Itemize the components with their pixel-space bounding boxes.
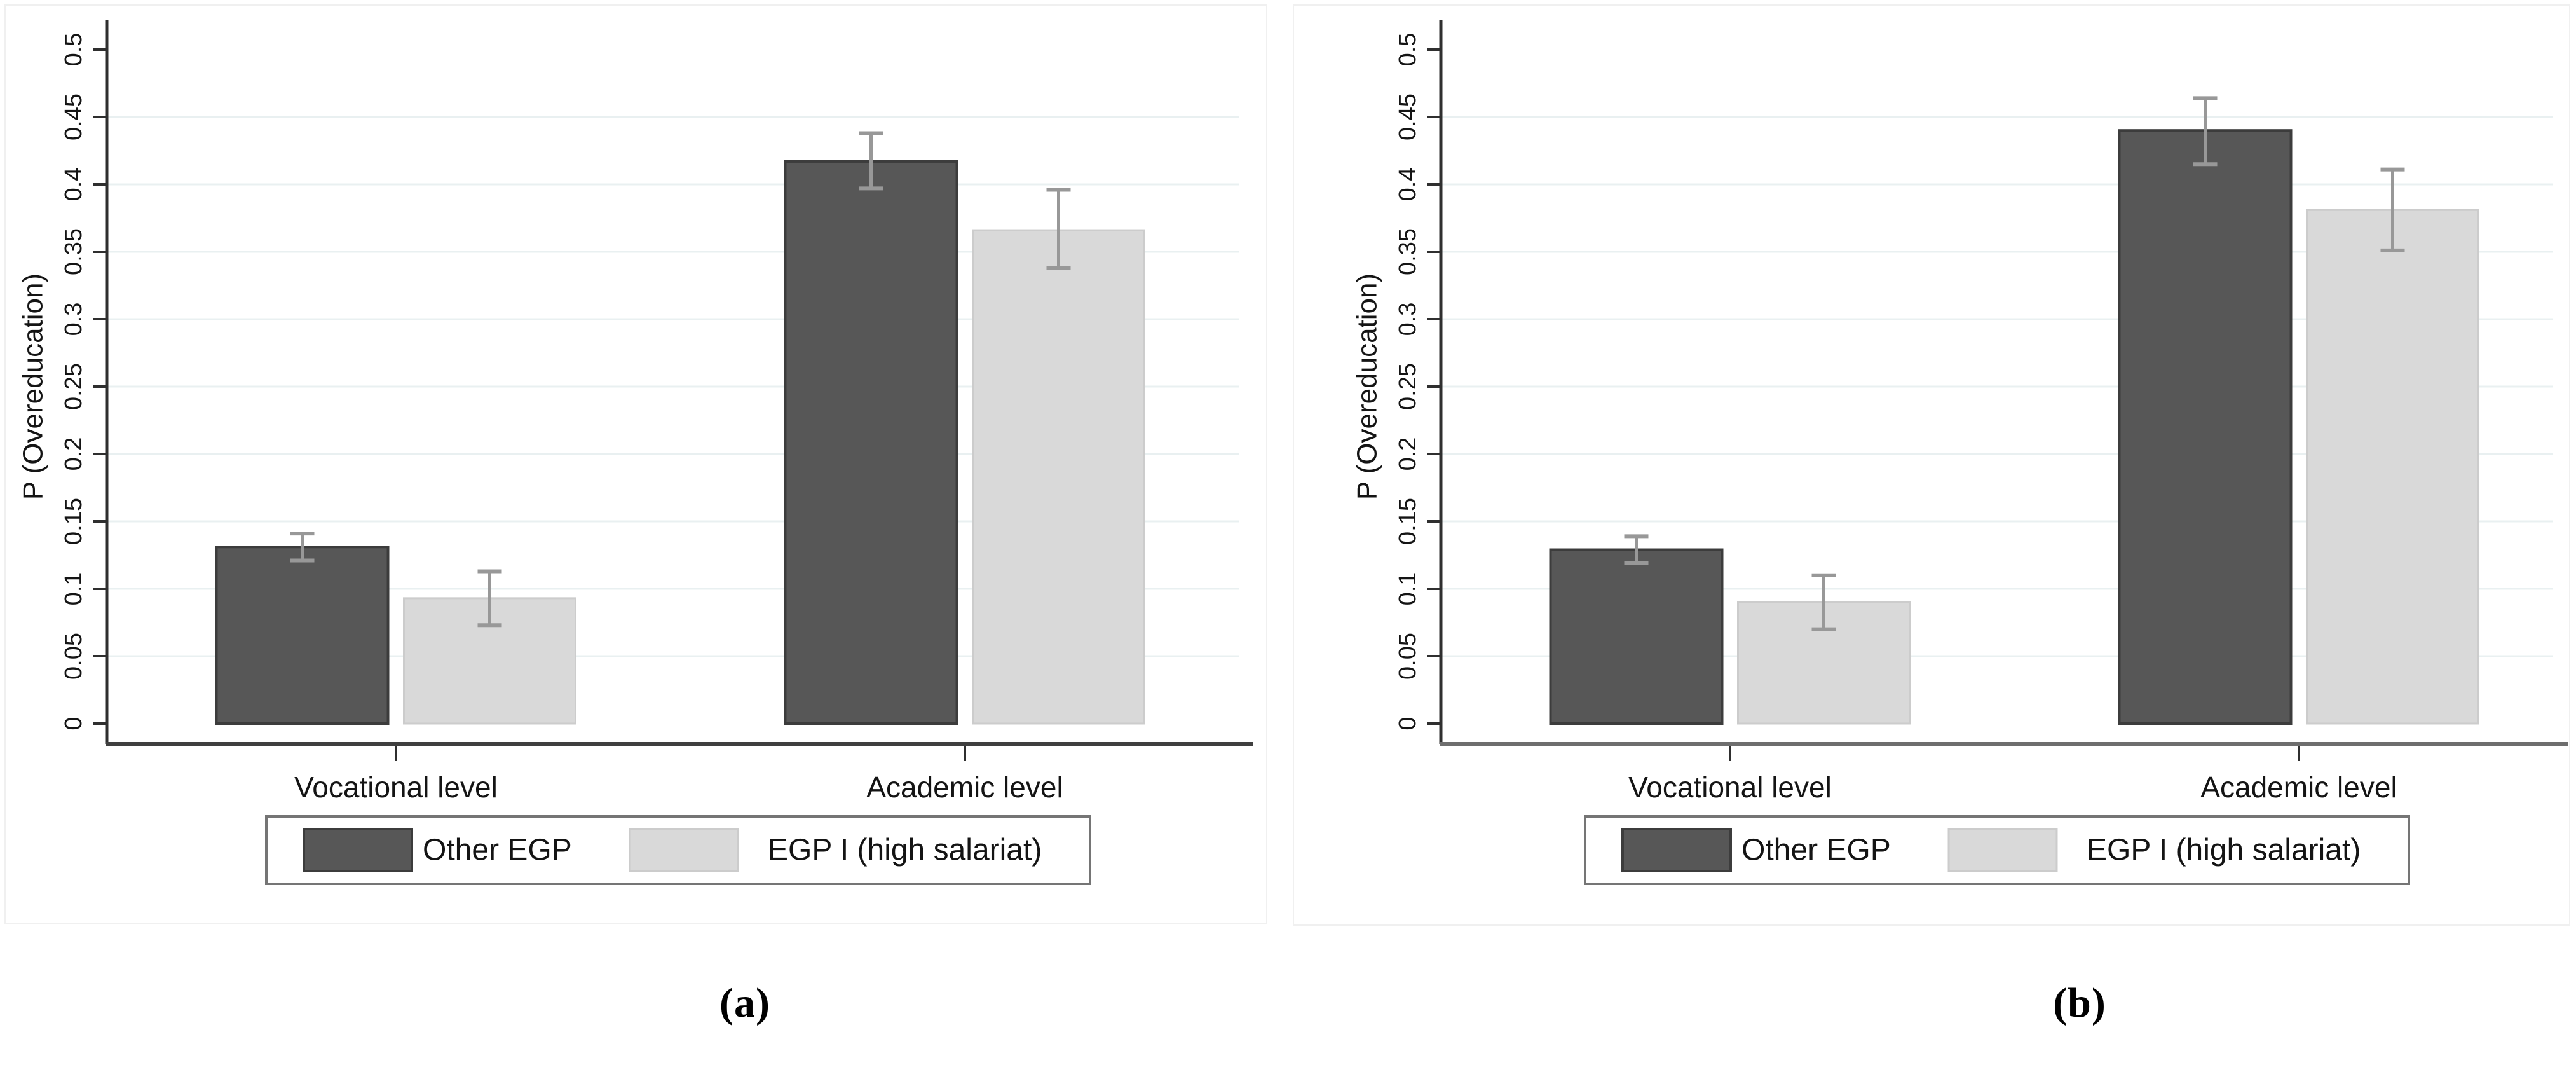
legend-swatch-other-egp [1621, 828, 1732, 872]
y-tick-label: 0.1 [1394, 572, 1421, 606]
error-bar [477, 569, 502, 628]
legend-swatch-other-egp [303, 828, 413, 872]
legend-label-egp-i: EGP I (high salariat) [768, 834, 1042, 867]
y-tick-label: 0.15 [1394, 498, 1421, 545]
bar-other-egp-academic [2118, 129, 2293, 725]
category-label-academic: Academic level [866, 771, 1063, 804]
y-tick-label: 0 [1394, 717, 1421, 730]
y-axis-title: P (Overeducation) [18, 273, 49, 500]
y-tick-label: 0.1 [60, 572, 87, 606]
y-tick-label: 0.45 [60, 93, 87, 141]
legend-swatch-egp-i [629, 828, 739, 872]
panel-b-caption: (b) [2053, 980, 2106, 1026]
panel-a-caption: (a) [719, 980, 770, 1026]
category-label-vocational: Vocational level [294, 771, 498, 804]
y-tick-label: 0.15 [60, 498, 87, 545]
bar-other-egp-vocational [1549, 548, 1724, 725]
y-tick-label: 0.05 [60, 633, 87, 680]
y-tick-label: 0.5 [60, 33, 87, 67]
error-bar [859, 131, 883, 191]
error-bar [1046, 188, 1071, 270]
y-tick-label: 0.25 [1394, 363, 1421, 410]
bar-other-egp-academic [784, 160, 958, 725]
y-tick-label: 0.2 [60, 437, 87, 471]
bar-chart-b: 0 0.05 0.1 0.15 0.2 0.25 0.3 0.35 0.4 0.45 0.5 P (O… [1293, 4, 2570, 926]
error-bar [290, 532, 315, 563]
y-tick-label: 0.3 [60, 303, 87, 336]
y-tick-label: 0.4 [1394, 168, 1421, 202]
y-tick-label: 0.3 [1394, 303, 1421, 336]
panel-b: 0 0.05 0.1 0.15 0.2 0.25 0.3 0.35 0.4 0.45 0.5 P (O… [1288, 0, 2576, 1072]
graph-region-border [4, 4, 1267, 924]
legend-swatch-egp-i [1947, 828, 2058, 872]
y-tick-label: 0.05 [1394, 633, 1421, 680]
y-tick-label: 0.35 [1394, 228, 1421, 275]
category-label-academic: Academic level [2200, 771, 2397, 804]
graph-region-border [1293, 4, 2570, 926]
legend-label-other-egp: Other EGP [1741, 834, 1891, 867]
error-bar [1811, 573, 1836, 631]
bar-other-egp-vocational [215, 546, 390, 725]
y-tick-label: 0 [60, 717, 87, 730]
panel-a: 0 0.05 0.1 0.15 0.2 0.25 0.3 0.35 0.4 0.45 0.5 P (O… [4, 4, 1267, 1026]
error-bar [2380, 167, 2405, 252]
bar-egp-i-academic [2306, 209, 2479, 725]
y-tick-label: 0.35 [60, 228, 87, 275]
y-tick-label: 0.4 [60, 168, 87, 202]
error-bar [2193, 96, 2218, 167]
y-tick-label: 0.2 [1394, 437, 1421, 471]
bar-chart-a: 0 0.05 0.1 0.15 0.2 0.25 0.3 0.35 0.4 0.45 0.5 P (O… [4, 4, 1267, 924]
y-axis-title: P (Overeducation) [1352, 273, 1383, 500]
y-tick-label: 0.45 [1394, 93, 1421, 141]
error-bar [1624, 534, 1649, 565]
category-label-vocational: Vocational level [1628, 771, 1832, 804]
legend-label-egp-i: EGP I (high salariat) [2087, 834, 2361, 867]
legend-label-other-egp: Other EGP [423, 834, 572, 867]
y-tick-label: 0.5 [1394, 33, 1421, 67]
y-tick-label: 0.25 [60, 363, 87, 410]
bar-egp-i-academic [972, 229, 1145, 725]
